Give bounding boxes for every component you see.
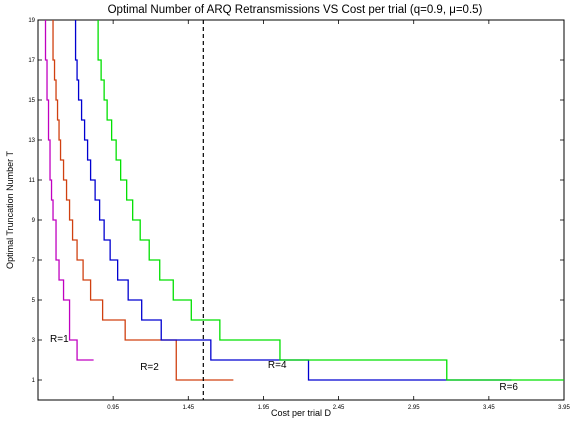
- series-line-r2: [52, 20, 234, 381]
- x-tick-label: 1.45: [182, 405, 194, 411]
- x-tick-label: 1.95: [258, 405, 270, 411]
- x-tick-labels: 0.95 1.45 1.95 2.45 2.95 3.45 3.95: [107, 405, 570, 411]
- series-lines: [44, 20, 564, 381]
- x-tick-label: 0.95: [107, 405, 119, 411]
- tick-marks: [38, 19, 565, 400]
- y-tick-label: 13: [28, 138, 35, 144]
- y-tick-label: 7: [32, 258, 36, 264]
- series-line-r4: [74, 20, 512, 381]
- y-tick-label: 5: [32, 298, 36, 304]
- y-tick-label: 9: [32, 218, 36, 224]
- x-tick-label: 2.45: [333, 405, 345, 411]
- series-label: R=4: [268, 360, 287, 371]
- x-axis-label: Cost per trial D: [271, 408, 332, 418]
- y-tick-label: 15: [28, 98, 35, 104]
- chart-title: Optimal Number of ARQ Retransmissions VS…: [108, 4, 483, 16]
- y-tick-label: 1: [32, 378, 36, 384]
- series-label: R=1: [50, 334, 69, 345]
- x-tick-label: 2.95: [408, 405, 420, 411]
- series-line-r1: [44, 20, 94, 361]
- series-annotations: R=1 R=2 R=4 R=6: [50, 334, 518, 393]
- y-tick-label: 17: [28, 58, 35, 64]
- y-tick-label: 3: [32, 338, 36, 344]
- y-axis-label: Optimal Truncation Number T: [5, 151, 15, 269]
- y-tick-label: 11: [29, 178, 36, 184]
- series-label: R=6: [499, 382, 518, 393]
- plot-frame: [37, 19, 565, 401]
- y-tick-label: 19: [28, 18, 35, 24]
- x-tick-label: 3.45: [483, 405, 495, 411]
- series-line-r6: [97, 20, 564, 381]
- series-label: R=2: [140, 362, 159, 373]
- x-tick-label: 3.95: [558, 405, 570, 411]
